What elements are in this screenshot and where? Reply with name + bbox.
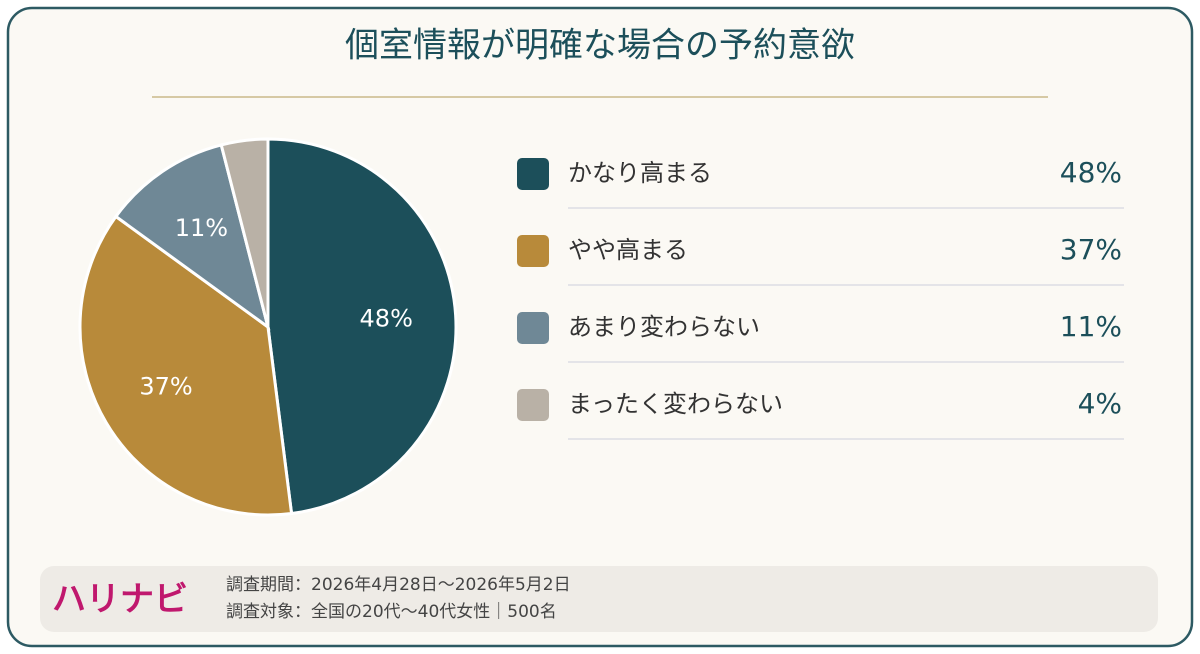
slice-label: 48% xyxy=(360,305,413,333)
legend-swatch xyxy=(517,158,549,190)
legend-label: まったく変わらない xyxy=(568,390,783,418)
legend-swatch xyxy=(517,235,549,267)
legend-label: あまり変わらない xyxy=(568,313,760,341)
legend-value: 48% xyxy=(1060,156,1122,189)
pie-slice xyxy=(113,143,271,331)
legend-value: 37% xyxy=(1060,233,1122,266)
legend-swatch xyxy=(517,312,549,344)
legend-swatch xyxy=(517,389,549,421)
survey-target: 調査対象：全国の20代～40代女性｜500名 xyxy=(226,602,557,622)
slice-label: 11% xyxy=(175,214,228,242)
pie-slice xyxy=(219,137,270,328)
brand: ハリナビ xyxy=(52,580,188,620)
pie-slice xyxy=(266,137,458,516)
pie-slice xyxy=(78,214,294,517)
survey-period: 調査期間：2026年4月28日～2026年5月2日 xyxy=(226,575,571,595)
legend-value: 11% xyxy=(1060,310,1122,343)
footer-box xyxy=(40,566,1158,632)
chart-title: 個室情報が明確な場合の予約意欲 xyxy=(345,26,855,66)
legend-label: かなり高まる xyxy=(568,159,712,187)
legend-value: 4% xyxy=(1078,387,1122,420)
slice-label: 37% xyxy=(139,372,192,400)
legend-label: やや高まる xyxy=(568,236,688,264)
